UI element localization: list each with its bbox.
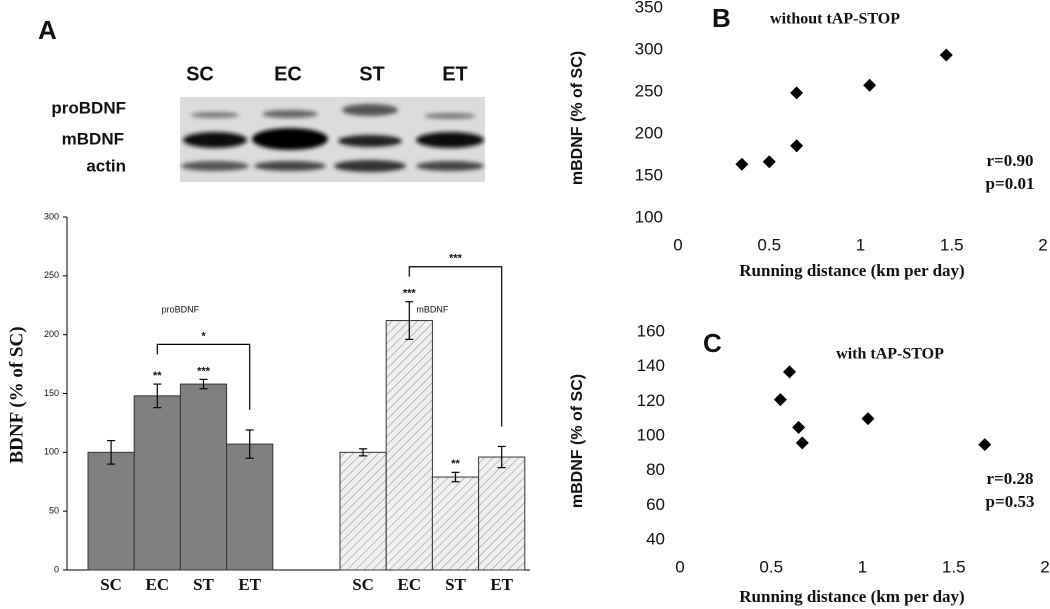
annotation: p=0.53 [986,492,1035,511]
data-point [795,436,809,450]
x-tick-label: ST [193,575,214,594]
annotation: r=0.90 [987,151,1034,170]
data-point [762,155,776,169]
lane-label: ST [359,63,385,85]
y-tick-label: 350 [635,0,663,16]
x-tick-label: EC [397,575,421,594]
y-tick-label: 50 [49,506,59,516]
data-point [735,157,749,171]
y-tick-label: 80 [646,460,665,479]
significance-bracket [156,343,251,410]
row-label: mBDNF [62,129,124,148]
chart-title: with tAP-STOP [836,346,944,363]
y-tick-label: 250 [635,81,663,100]
x-axis-label: Running distance (km per day) [739,587,964,606]
y-tick-label: 140 [637,356,665,375]
x-tick-label: ET [238,575,261,594]
panel-letter: B [712,3,731,33]
x-tick-label: 1.5 [942,557,966,576]
x-tick-label: SC [100,575,122,594]
panel-letter: C [703,328,722,358]
row-label: actin [86,156,126,175]
western-blot: SC EC ST ET proBDNF mBDNF actin [51,63,485,182]
bar [431,476,480,571]
data-point [792,420,806,434]
panel-letter: A [38,15,57,45]
y-tick-label: 250 [44,270,59,280]
y-tick-label: 160 [637,321,665,340]
data-point [790,86,804,100]
x-tick-label: 1 [856,235,865,254]
y-tick-label: 40 [646,529,665,548]
x-tick-label: 0.5 [757,235,781,254]
data-point [783,365,796,379]
annotation: p=0.01 [986,174,1035,193]
data-point [790,139,804,153]
y-tick-label: 120 [637,391,665,410]
series-label: proBDNF [162,304,200,314]
data-point [773,393,787,407]
data-point [861,412,875,426]
y-tick-label: 60 [646,495,665,514]
significance-label: ** [153,370,162,382]
bar [226,443,274,571]
data-point [939,48,953,62]
bracket-label: *** [449,253,463,265]
x-tick-label: EC [145,575,169,594]
significance-bracket [408,266,503,427]
x-tick-label: 2 [1038,235,1047,254]
x-tick-label: SC [352,575,374,594]
bar [385,320,433,571]
y-axis-label: mBDNF (% of SC) [569,51,586,185]
significance-label: *** [197,365,211,377]
x-tick-label: 1 [858,557,867,576]
lane-label: ET [442,63,468,85]
bar [478,456,526,571]
data-point [978,438,992,452]
chart-title: without tAP-STOP [770,11,900,28]
row-label: proBDNF [51,98,126,117]
lane-label: EC [274,63,302,85]
x-axis-label: Running distance (km per day) [739,261,964,280]
y-tick-label: 150 [635,165,663,184]
y-tick-label: 100 [637,425,665,444]
x-tick-label: 0 [675,557,684,576]
y-tick-label: 200 [44,329,59,339]
y-tick-label: 150 [44,388,59,398]
x-tick-label: 2 [1040,557,1049,576]
lane-label: SC [186,63,214,85]
bar [179,383,228,571]
x-tick-label: ST [445,575,466,594]
bar [339,451,387,571]
y-tick-label: 100 [44,447,59,457]
y-tick-label: 300 [44,211,59,221]
y-tick-label: 300 [635,39,663,58]
bar [87,451,135,571]
x-tick-label: 0.5 [759,557,783,576]
x-tick-label: 0 [673,235,682,254]
x-tick-label: ET [490,575,513,594]
y-tick-label: 0 [54,564,59,574]
annotation: r=0.28 [987,469,1034,488]
significance-label: ** [451,458,460,470]
bar [133,395,181,571]
y-tick-label: 200 [635,123,663,142]
significance-label: *** [403,288,417,300]
y-axis-label: mBDNF (% of SC) [569,374,586,508]
bracket-label: * [201,330,206,342]
data-point [863,78,877,92]
x-tick-label: 1.5 [940,235,964,254]
y-tick-label: 100 [635,207,663,226]
blot-bands [181,104,484,172]
y-axis-label: BDNF (% of SC) [6,326,27,463]
series-label: mBDNF [416,304,448,314]
